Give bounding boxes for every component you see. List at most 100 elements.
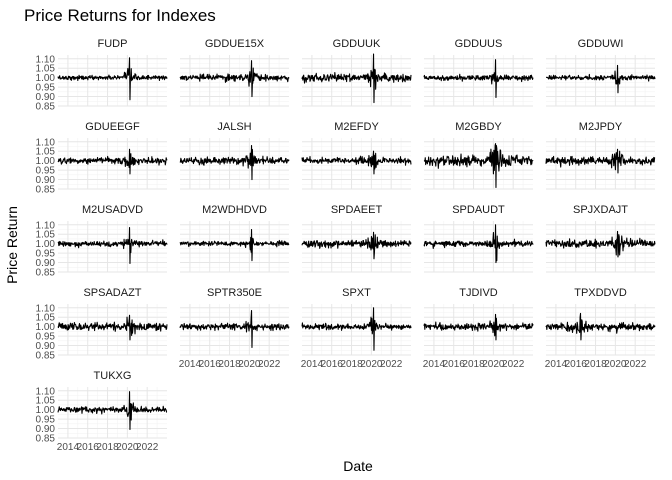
facet-strip-label: SPJXDAJT — [573, 204, 628, 216]
y-tick-label: 0.95 — [36, 332, 56, 343]
facet-panel: M2USADVD 0.850.900.951.001.051.10 — [36, 204, 168, 279]
facet-panel: GDDUUK — [301, 38, 412, 107]
facet-strip-label: SPDAEET — [331, 204, 383, 216]
series-line — [57, 314, 168, 341]
y-tick-label: 1.10 — [36, 303, 56, 314]
y-axis-label: Price Return — [4, 206, 20, 284]
x-tick-label: 2022 — [136, 442, 159, 453]
facet-strip-label: JALSH — [217, 121, 251, 133]
y-tick-label: 0.90 — [36, 92, 56, 103]
y-tick-label: 0.95 — [36, 166, 56, 177]
facet-panel: SPSADAZT 0.850.900.951.001.051.10 — [36, 287, 168, 362]
y-tick-label: 1.00 — [36, 322, 56, 333]
y-tick-label: 1.05 — [36, 147, 56, 158]
panel-background — [546, 138, 655, 189]
x-tick-label: 2018 — [218, 359, 241, 370]
x-tick-label: 2014 — [57, 442, 80, 453]
x-tick-label: 2020 — [604, 359, 627, 370]
y-tick-label: 0.95 — [36, 415, 56, 426]
facet-panel: SPJXDAJT — [545, 204, 656, 273]
series-line — [57, 227, 168, 265]
series-line — [301, 231, 412, 260]
x-tick-label: 2016 — [565, 359, 588, 370]
facet-panel: GDDUUS — [423, 38, 534, 107]
facet-strip-label: SPSADAZT — [83, 287, 141, 299]
y-tick-label: 1.00 — [36, 156, 56, 167]
facet-strip-label: M2JPDY — [579, 121, 623, 133]
y-tick-label: 1.00 — [36, 239, 56, 250]
y-tick-label: 0.95 — [36, 249, 56, 260]
facet-panel: M2EFDY — [301, 121, 412, 190]
series-line — [423, 59, 534, 99]
x-tick-label: 2014 — [179, 359, 202, 370]
x-tick-label: 2018 — [462, 359, 485, 370]
chart-title: Price Returns for Indexes — [24, 6, 216, 25]
series-line — [545, 312, 656, 341]
x-tick-label: 2018 — [96, 442, 119, 453]
panel-background — [424, 55, 533, 106]
y-tick-label: 1.05 — [36, 64, 56, 75]
x-tick-label: 2016 — [321, 359, 344, 370]
y-tick-label: 0.90 — [36, 258, 56, 269]
facet-strip-label: SPXT — [342, 287, 371, 299]
facet-strip-label: SPDAUDT — [452, 204, 505, 216]
y-tick-label: 1.05 — [36, 396, 56, 407]
facet-strip-label: M2WDHDVD — [202, 204, 267, 216]
facet-strip-label: TJDIVD — [459, 287, 498, 299]
y-tick-label: 0.85 — [36, 185, 56, 196]
facet-panel: SPDAUDT — [423, 204, 534, 273]
facet-panel: GDDUE15X — [179, 38, 290, 107]
x-tick-label: 2018 — [584, 359, 607, 370]
panel-background — [424, 221, 533, 272]
y-tick-label: 1.05 — [36, 313, 56, 324]
series-line — [545, 64, 656, 94]
x-tick-label: 2022 — [258, 359, 281, 370]
y-tick-label: 1.10 — [36, 386, 56, 397]
panel-background — [58, 221, 167, 272]
series-line — [423, 224, 534, 264]
y-tick-label: 0.90 — [36, 424, 56, 435]
facet-strip-label: GDDUWI — [578, 38, 624, 50]
x-tick-label: 2020 — [482, 359, 505, 370]
x-tick-label: 2018 — [340, 359, 363, 370]
facet-panel: FUDP 0.850.900.951.001.051.10 — [36, 38, 168, 113]
facet-panel: GDUEEGF 0.850.900.951.001.051.10 — [36, 121, 168, 196]
facet-strip-label: FUDP — [98, 38, 128, 50]
x-tick-label: 2014 — [423, 359, 446, 370]
series-line — [57, 148, 168, 175]
facet-strip-label: GDDUE15X — [205, 38, 265, 50]
series-line — [301, 150, 412, 175]
facet-strip-label: TPXDDVD — [574, 287, 627, 299]
y-tick-label: 0.85 — [36, 268, 56, 279]
x-tick-label: 2016 — [443, 359, 466, 370]
y-tick-label: 1.10 — [36, 137, 56, 148]
x-axis-label: Date — [343, 458, 373, 474]
y-tick-label: 1.00 — [36, 405, 56, 416]
facet-panel: M2GBDY — [423, 121, 534, 190]
x-tick-label: 2020 — [360, 359, 383, 370]
series-line — [179, 310, 290, 348]
y-tick-label: 1.05 — [36, 230, 56, 241]
y-tick-label: 0.85 — [36, 351, 56, 362]
y-tick-label: 0.90 — [36, 341, 56, 352]
panel-background — [302, 304, 411, 355]
panel-background — [546, 221, 655, 272]
x-tick-label: 2020 — [238, 359, 261, 370]
facet-strip-label: SPTR350E — [207, 287, 262, 299]
panel-background — [546, 304, 655, 355]
facet-strip-label: GDDUUK — [333, 38, 381, 50]
facet-strip-label: TUKXG — [94, 370, 132, 382]
y-tick-label: 1.10 — [36, 220, 56, 231]
series-line — [57, 57, 168, 101]
series-line — [179, 228, 290, 262]
facet-strip-label: M2USADVD — [82, 204, 143, 216]
x-tick-label: 2022 — [624, 359, 647, 370]
panel-background — [180, 221, 289, 272]
facet-panel: M2JPDY — [545, 121, 656, 190]
facet-panel: JALSH — [179, 121, 290, 190]
